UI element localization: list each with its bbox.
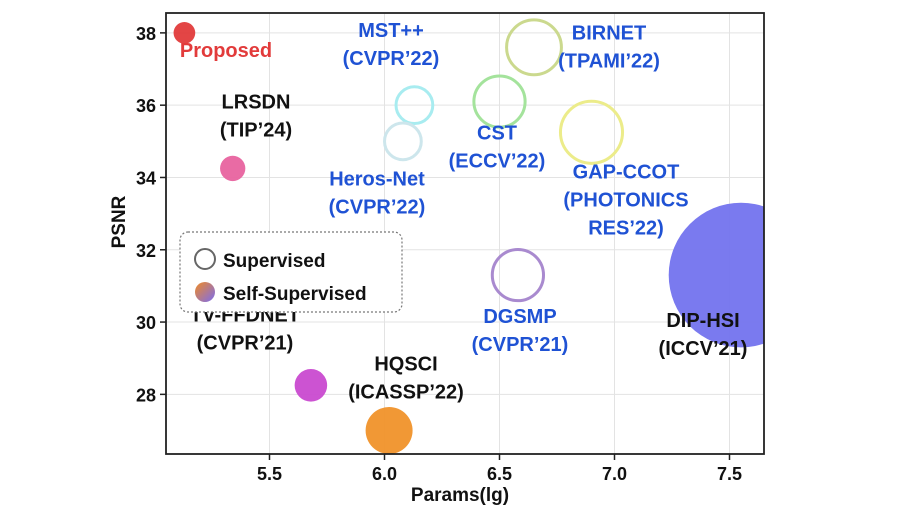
point-label-cst: (ECCV’22) [449, 151, 546, 173]
bubble-gap-ccot [558, 99, 625, 165]
point-label-proposed: Proposed [180, 40, 272, 62]
point-label-birnet: BIRNET [572, 22, 646, 44]
point-label-heros-net: Heros-Net [329, 168, 425, 190]
point-label-hqsci: HQSCI [374, 354, 437, 376]
bubble-cst [472, 74, 527, 129]
legend-supervised-marker [194, 248, 216, 270]
x-tick-label: 5.5 [257, 464, 282, 484]
point-label-dip-hsi: (ICCV’21) [659, 338, 748, 360]
point-label-dip-hsi: DIP-HSI [666, 310, 739, 332]
y-tick-label: 34 [136, 168, 156, 188]
plot-frame [165, 12, 765, 455]
x-axis-label: Params(lg) [411, 485, 509, 506]
point-label-gap-ccot: GAP-CCOT [573, 161, 680, 183]
bubble-dip-hsi [668, 202, 764, 348]
legend-supervised-label: Supervised [223, 251, 325, 272]
y-axis-label: PSNR [109, 195, 130, 248]
bubble-dgsmp [490, 247, 546, 303]
y-tick-label: 36 [136, 96, 156, 116]
point-label-mst-: MST++ [358, 20, 424, 42]
legend-self-supervised-marker [195, 282, 215, 302]
point-label-dgsmp: (CVPR’21) [472, 334, 569, 356]
point-label-dgsmp: DGSMP [483, 306, 556, 328]
bubble-lrsdn [220, 155, 246, 182]
bubble-hqsci [365, 407, 413, 454]
point-label-mst-: (CVPR’22) [343, 48, 440, 70]
x-tick-label: 6.5 [487, 464, 512, 484]
y-tick-label: 30 [136, 313, 156, 333]
legend-box [179, 231, 403, 313]
legend: Supervised Self-Supervised [179, 231, 403, 313]
point-label-birnet: (TPAMI’22) [558, 50, 660, 72]
point-label-heros-net: (CVPR’22) [329, 196, 426, 218]
y-tick-label: 32 [136, 241, 156, 261]
point-label-hqsci: (ICASSP’22) [348, 382, 464, 404]
point-label-lrsdn: LRSDN [222, 91, 291, 113]
axis-ticks: 5.5 6.0 6.5 7.0 7.5 28 30 32 34 36 38 [136, 24, 742, 484]
bubble-heros-net [383, 121, 423, 162]
point-label-cst: CST [477, 123, 517, 145]
legend-self-supervised-label: Self-Supervised [223, 284, 367, 305]
bubble-proposed [173, 22, 196, 44]
x-tick-label: 6.0 [372, 464, 397, 484]
x-tick-label: 7.5 [717, 464, 742, 484]
point-label-gap-ccot: (PHOTONICS [563, 189, 688, 211]
bubbles [173, 18, 764, 454]
point-label-gap-ccot: RES’22) [588, 217, 664, 239]
point-labels: Proposed LRSDN (TIP’24) MST++ (CVPR’22) Heros… [180, 20, 748, 403]
y-tick-label: 38 [136, 24, 156, 44]
point-label-tv-ffdnet: (CVPR’21) [197, 332, 294, 354]
x-tick-label: 7.0 [602, 464, 627, 484]
bubble-birnet [505, 18, 563, 77]
bubble-mst- [394, 85, 435, 126]
bubble-tv-ffdnet [294, 369, 328, 402]
point-label-lrsdn: (TIP’24) [220, 119, 292, 141]
y-tick-label: 28 [136, 385, 156, 405]
